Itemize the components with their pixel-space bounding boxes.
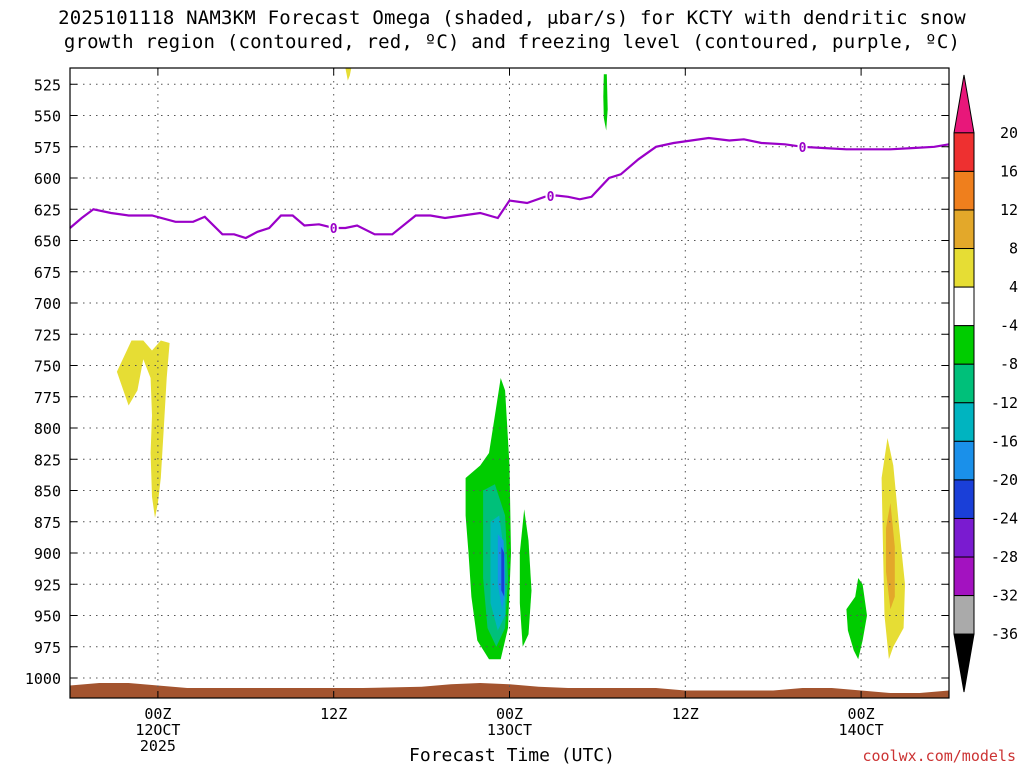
colorbar-band-8 [953, 402, 975, 442]
plot-background [70, 68, 949, 698]
colorbar-band-7 [953, 363, 975, 404]
freezing-level-label-bg-2 [797, 139, 808, 154]
x-tick-label-h15-0: 00Z [496, 705, 523, 723]
colorbar-band-12 [953, 556, 975, 597]
chart-title: 2025101118 NAM3KM Forecast Omega (shaded… [0, 6, 1024, 54]
omega-region-8 [345, 68, 352, 81]
x-tick-label-h3-0: 00Z [144, 705, 171, 723]
colorbar-band-0 [953, 74, 975, 134]
x-axis-title: Forecast Time (UTC) [409, 745, 615, 766]
colorbar-label-0: 20 [1000, 124, 1018, 142]
omega-region-6 [519, 509, 532, 647]
y-tick-label-800: 800 [34, 420, 61, 438]
y-tick-label-675: 675 [34, 264, 61, 282]
y-tick-label-600: 600 [34, 170, 61, 188]
x-tick-label-h27-1: 14OCT [839, 721, 884, 739]
x-tick-label-h27-0: 00Z [848, 705, 875, 723]
colorbar-band-10 [953, 479, 975, 519]
omega-region-5 [501, 546, 505, 597]
y-tick-label-925: 925 [34, 576, 61, 594]
x-tick-label-h15-1: 13OCT [487, 721, 532, 739]
y-tick-label-775: 775 [34, 389, 61, 407]
omega-region-7 [603, 74, 608, 131]
colorbar-label-12: -32 [991, 587, 1018, 605]
colorbar-band-3 [953, 209, 975, 250]
chart-title-line-2: growth region (contoured, red, ºC) and f… [63, 31, 961, 53]
x-tick-label-h21-0: 12Z [672, 705, 699, 723]
y-tick-label-900: 900 [34, 545, 61, 563]
freezing-level-layer: 0 0 0 [69, 136, 950, 240]
watermark-link[interactable]: coolwx.com/models [862, 747, 1016, 765]
grid-layer [70, 68, 949, 698]
ground-layer [70, 683, 949, 698]
x-tick-label-h3-1: 12OCT [135, 721, 180, 739]
chart-title-line-1: 2025101118 NAM3KM Forecast Omega (shaded… [58, 7, 966, 29]
freezing-level-line [69, 136, 950, 240]
colorbar-band-2 [953, 170, 975, 211]
colorbar-label-13: -36 [991, 625, 1018, 643]
colorbar-label-5: -4 [1000, 317, 1018, 335]
omega-region-11 [886, 503, 895, 610]
omega-shading-layer [70, 68, 949, 698]
colorbar: 20 16 12 8 4 -4 -8 -12 -16 -20 -24 -28 -32 -36 [953, 74, 1018, 693]
colorbar-band-9 [953, 440, 975, 481]
colorbar-band-1 [953, 132, 975, 172]
freezing-level-label-0: 0 [330, 222, 338, 237]
freezing-level-label-bg-1 [545, 189, 556, 204]
y-tick-label-700: 700 [34, 295, 61, 313]
y-tick-label-525: 525 [34, 76, 61, 94]
y-tick-label-875: 875 [34, 514, 61, 532]
colorbar-band-13 [953, 595, 975, 635]
colorbar-band-4 [953, 248, 975, 288]
colorbar-band-5 [953, 286, 975, 327]
freezing-level-label-bg-0 [328, 221, 339, 235]
colorbar-label-9: -20 [991, 471, 1018, 489]
y-tick-label-950: 950 [34, 608, 61, 626]
ground-area [70, 683, 949, 698]
freezing-level-label-1: 0 [547, 190, 555, 205]
omega-region-9 [846, 578, 867, 660]
colorbar-band-11 [953, 517, 975, 558]
colorbar-label-4: 4 [1009, 278, 1018, 296]
x-tick-label-h3-2: 2025 [140, 737, 176, 755]
omega-region-0 [116, 340, 170, 518]
y-tick-label-550: 550 [34, 108, 61, 126]
colorbar-label-6: -8 [1000, 355, 1018, 373]
y-tick-label-750: 750 [34, 358, 61, 376]
colorbar-band-6 [953, 325, 975, 365]
y-tick-label-1000: 1000 [25, 670, 61, 688]
colorbar-label-11: -28 [991, 548, 1018, 566]
y-axis: 525 550 575 600 625 650 675 700 725 750 775 800 825 8… [25, 76, 949, 688]
colorbar-label-1: 16 [1000, 162, 1018, 180]
colorbar-label-7: -12 [991, 394, 1018, 412]
y-tick-label-650: 650 [34, 233, 61, 251]
y-tick-label-975: 975 [34, 639, 61, 657]
freezing-level-label-2: 0 [799, 141, 807, 156]
colorbar-label-10: -24 [991, 509, 1018, 527]
colorbar-label-8: -16 [991, 432, 1018, 450]
colorbar-label-2: 12 [1000, 201, 1018, 219]
y-tick-label-825: 825 [34, 451, 61, 469]
colorbar-band-14 [953, 633, 975, 693]
x-tick-label-h9-0: 12Z [320, 705, 347, 723]
y-tick-label-625: 625 [34, 201, 61, 219]
y-tick-label-725: 725 [34, 326, 61, 344]
y-tick-label-850: 850 [34, 483, 61, 501]
colorbar-label-3: 8 [1009, 240, 1018, 258]
y-tick-label-575: 575 [34, 139, 61, 157]
